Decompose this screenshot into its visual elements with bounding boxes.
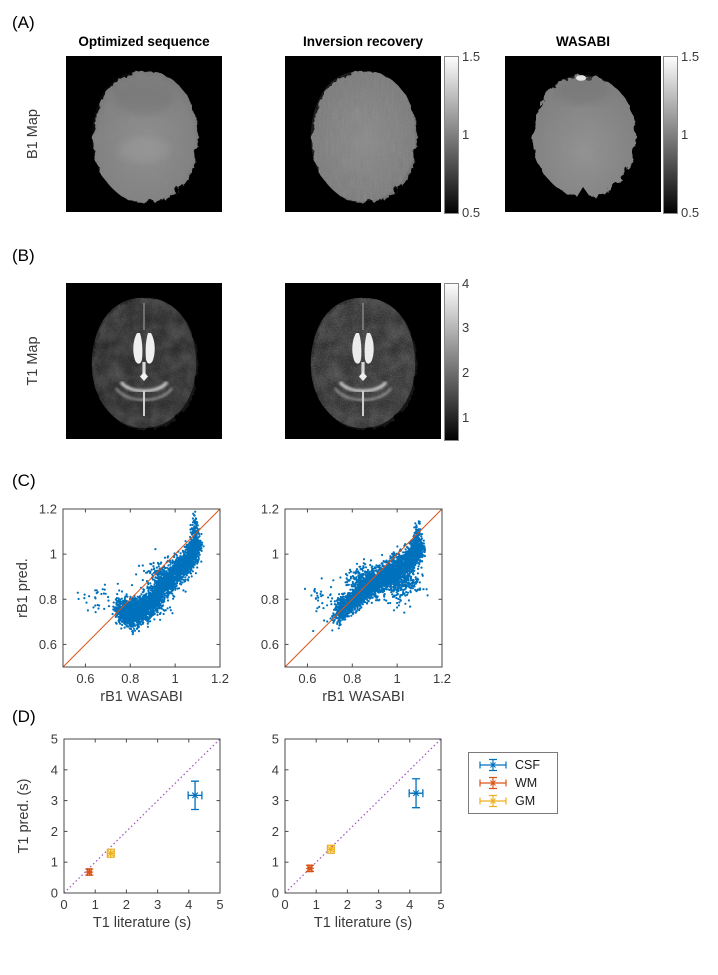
x-axis-label: rB1 WASABI — [322, 689, 404, 705]
t1-map-optimized-image — [66, 283, 222, 439]
svg-text:1: 1 — [172, 671, 179, 686]
panel-c-label: (C) — [12, 471, 36, 490]
legend-row-wm: WM — [477, 775, 557, 791]
errorbar-marker-icon — [479, 794, 507, 808]
b1-map-optimized-image — [66, 56, 222, 212]
b1-map-wasabi-image — [505, 56, 661, 212]
panel-b-label: (B) — [12, 246, 35, 265]
colorbar-b1-inversion-recovery — [444, 56, 459, 214]
colorbar-t1 — [444, 283, 459, 441]
svg-text:1: 1 — [50, 547, 57, 562]
colorbar-tick-label: 2 — [462, 365, 470, 380]
tick-labels: 0.6 0.8 1 1.20.60.811.2 — [261, 502, 451, 687]
axes-box — [284, 508, 443, 668]
column-title-inversion-recovery: Inversion recovery — [302, 34, 424, 49]
tick-labels: 0.6 0.8 1 1.2 0.6 0.8 1 1.2 — [39, 502, 229, 687]
column-title-optimized-sequence: Optimized sequence — [78, 34, 210, 49]
svg-text:0.8: 0.8 — [39, 592, 57, 607]
b1-map-row-label: B1 Map — [25, 109, 41, 159]
colorbar-tick-label: 1 — [681, 127, 689, 142]
errorbar-point-gm — [326, 844, 335, 854]
asterisk-marker — [326, 845, 335, 854]
colorbar-tick-label: 1 — [462, 127, 470, 142]
panel-d-label: (D) — [12, 707, 36, 726]
scatter-rb1-inversion-recovery: 0.6 0.8 1 1.20.60.811.2 rB1 WASABI — [261, 502, 451, 706]
data-points — [303, 520, 429, 633]
t1-map-inversion-recovery-image — [285, 283, 441, 439]
colorbar-tick-label: 0.5 — [681, 205, 700, 220]
x-axis-label: T1 literature (s) — [93, 915, 191, 931]
errorbar-point-csf — [408, 778, 424, 809]
errorbar-point-wm — [85, 868, 94, 877]
colorbar-tick-label: 1.5 — [681, 49, 700, 64]
errorbar-point-gm — [106, 848, 115, 858]
t1-map-row-label: T1 Map — [25, 336, 41, 386]
legend-row-csf: CSF — [477, 757, 557, 773]
asterisk-marker — [191, 791, 200, 800]
wasabi-bottom-notch — [575, 187, 593, 201]
b1-map-inversion-recovery-image — [285, 56, 441, 212]
legend: CSF WM GM — [468, 752, 558, 814]
panel-a-label: (A) — [12, 13, 35, 32]
axes-box — [63, 738, 221, 894]
svg-text:1.2: 1.2 — [39, 502, 57, 517]
axes-box — [284, 738, 442, 894]
data-points — [76, 510, 205, 636]
y-axis-label: rB1 pred. — [15, 558, 31, 618]
x-axis-label: T1 literature (s) — [314, 915, 412, 931]
svg-text:1.2: 1.2 — [211, 671, 229, 686]
identity-line — [284, 508, 443, 668]
identity-line — [62, 508, 221, 668]
scatter-rb1-optimized: 0.6 0.8 1 1.2 0.6 0.8 1 1.2 rB1 WASABI rB1 pred. — [15, 502, 229, 706]
svg-text:0.8: 0.8 — [121, 671, 139, 686]
asterisk-marker — [106, 849, 115, 858]
axes-box — [62, 508, 221, 668]
colorbar-tick-label: 1 — [462, 410, 470, 425]
legend-label: CSF — [515, 758, 540, 772]
colorbar-tick-label: 0.5 — [462, 205, 481, 220]
svg-text:0.6: 0.6 — [76, 671, 94, 686]
column-title-wasabi: WASABI — [556, 34, 610, 49]
errorbar-marker-icon — [479, 776, 507, 790]
colorbar-tick-label: 3 — [462, 320, 470, 335]
legend-label: WM — [515, 776, 538, 790]
colorbar-tick-label: 4 — [462, 276, 470, 291]
x-axis-label: rB1 WASABI — [100, 689, 182, 705]
errorbar-marker-icon — [479, 758, 507, 772]
errorbar-point-wm — [305, 864, 314, 873]
asterisk-marker — [412, 789, 421, 798]
legend-label: GM — [515, 794, 536, 808]
colorbar-tick-label: 1.5 — [462, 49, 481, 64]
legend-row-gm: GM — [477, 793, 557, 809]
svg-text:0.6: 0.6 — [39, 637, 57, 652]
asterisk-marker — [85, 868, 94, 877]
errorbar-point-csf — [187, 780, 203, 811]
y-axis-label: T1 pred. (s) — [16, 779, 32, 854]
asterisk-marker — [305, 864, 314, 873]
colorbar-b1-wasabi — [663, 56, 678, 214]
